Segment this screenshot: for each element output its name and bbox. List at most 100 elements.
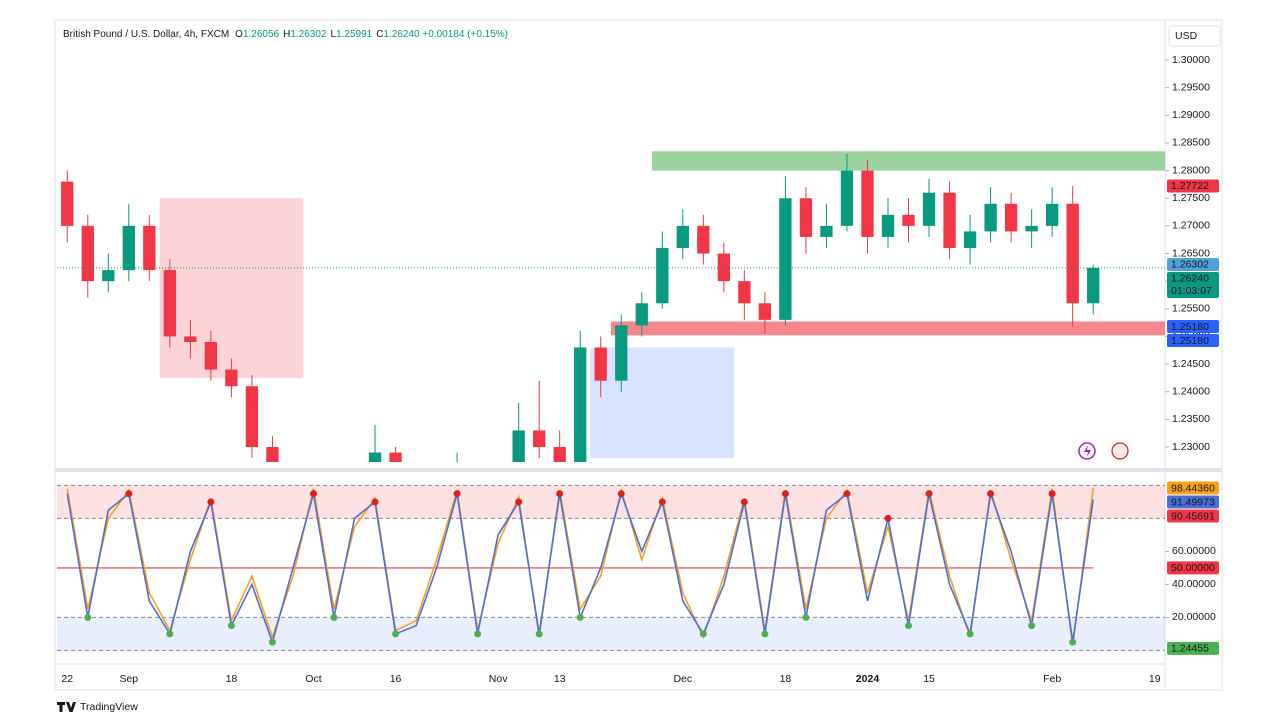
zone-box — [652, 151, 1165, 171]
oversold-dot — [1028, 622, 1036, 630]
price-label-box — [1167, 319, 1219, 333]
y-tick-label: 1.27500 — [1172, 192, 1210, 204]
x-tick-label: Oct — [305, 673, 321, 685]
y-tick-label: 1.29000 — [1172, 109, 1210, 121]
currency[interactable]: USD — [1175, 30, 1198, 42]
oversold-dot — [84, 613, 92, 621]
price-label: 1.26302 — [1171, 259, 1209, 271]
x-tick-label: Feb — [1043, 673, 1061, 685]
overbought-dot — [125, 490, 133, 498]
oversold-dot — [576, 613, 584, 621]
candle-body — [697, 225, 710, 254]
candle-body — [266, 447, 279, 462]
x-tick-label: 15 — [923, 673, 935, 685]
candle-body — [615, 325, 628, 381]
candle-body — [204, 341, 218, 370]
candle-body — [184, 336, 197, 342]
oversold-dot — [474, 630, 482, 638]
ohlc-key: H — [283, 29, 290, 40]
price-label: 1.27722 — [1171, 180, 1209, 192]
y-tick-label: 1.28000 — [1172, 164, 1210, 176]
main-pane — [57, 151, 1165, 462]
oversold-dot — [330, 613, 338, 621]
candle-body — [840, 170, 854, 226]
oversold-dot — [166, 630, 174, 638]
osc-label-box — [1167, 509, 1219, 523]
candle-body — [922, 192, 936, 226]
ohlc-key: C — [376, 29, 383, 40]
overbought-dot — [781, 490, 789, 498]
x-tick-label: 22 — [61, 673, 73, 685]
osc-tick-label: 40.00000 — [1172, 578, 1216, 590]
osc-label: 1.24455 — [1171, 643, 1209, 655]
oversold-dot — [535, 630, 543, 638]
candle-body — [758, 303, 772, 320]
overbought-dot — [987, 490, 995, 498]
price-label-box — [1167, 257, 1219, 271]
osc-label: 50.00000 — [1171, 562, 1215, 574]
overbought-dot — [740, 498, 748, 506]
osc-label-box — [1167, 641, 1219, 655]
y-tick-label: 1.30000 — [1172, 54, 1210, 66]
alert-icon[interactable] — [1078, 442, 1096, 460]
overbought-dot — [556, 490, 564, 498]
oversold-dot — [227, 622, 235, 630]
candle-body — [676, 225, 689, 248]
y-tick-label: 1.24000 — [1172, 386, 1210, 398]
candle-body — [512, 430, 525, 462]
candle-body — [163, 270, 177, 337]
candle-body — [245, 386, 259, 448]
price-label-box — [1167, 179, 1219, 193]
candle-body — [861, 170, 874, 237]
candle-body — [635, 303, 648, 326]
overbought-dot — [843, 490, 851, 498]
x-tick-label: 18 — [226, 673, 238, 685]
y-tick-label: 1.24500 — [1172, 358, 1210, 370]
candle-body — [81, 225, 94, 282]
candle-body — [799, 198, 813, 237]
overbought-dot — [207, 498, 215, 506]
overbought-dot — [925, 490, 933, 498]
overbought-dot — [309, 490, 317, 498]
ohlc-value: 1.26240 — [383, 29, 420, 40]
candle-body — [574, 347, 587, 462]
candle-body — [943, 192, 956, 248]
chart-frame — [54, 19, 1223, 691]
overbought-dot — [617, 490, 625, 498]
ohlc-value: 1.26302 — [290, 29, 327, 40]
x-tick-label: Sep — [119, 673, 138, 685]
price-label: 1.26240 — [1171, 273, 1209, 285]
brand-logo — [57, 702, 76, 712]
x-tick-label: 16 — [390, 673, 402, 685]
oversold-dot — [268, 638, 276, 646]
oscillator-zone — [57, 485, 1165, 519]
oversold-dot — [1069, 638, 1077, 646]
candle-body — [1045, 203, 1059, 226]
candle-body — [143, 225, 156, 271]
candle-body — [881, 214, 895, 237]
event-icon[interactable] — [1111, 442, 1129, 460]
candle-body — [963, 231, 977, 248]
ohlc-value: 1.25991 — [336, 29, 373, 40]
candle-body — [1025, 225, 1038, 232]
candle-body — [368, 452, 382, 462]
candle-body — [389, 452, 402, 462]
candle-body — [225, 369, 238, 387]
price-label-box — [1167, 271, 1219, 298]
overbought-dot — [515, 498, 523, 506]
currency-button[interactable] — [1168, 25, 1221, 47]
oscillator-zone — [57, 617, 1165, 651]
candle-body — [122, 225, 135, 271]
oversold-dot — [802, 613, 810, 621]
candle-body — [533, 430, 546, 448]
price-label: 1.25180 — [1171, 335, 1209, 347]
y-tick-label: 1.28500 — [1172, 137, 1210, 149]
change: +0.00184 (+0.15%) — [422, 29, 508, 40]
zone-box — [611, 321, 1165, 336]
candle-body — [984, 203, 997, 232]
y-tick-label: 1.25500 — [1172, 303, 1210, 315]
ohlc-value: 1.26056 — [243, 29, 280, 40]
osc-tick-label: 60.00000 — [1172, 545, 1216, 557]
ohlc-key: L — [331, 29, 337, 40]
y-tick-label: 1.29500 — [1172, 81, 1210, 93]
